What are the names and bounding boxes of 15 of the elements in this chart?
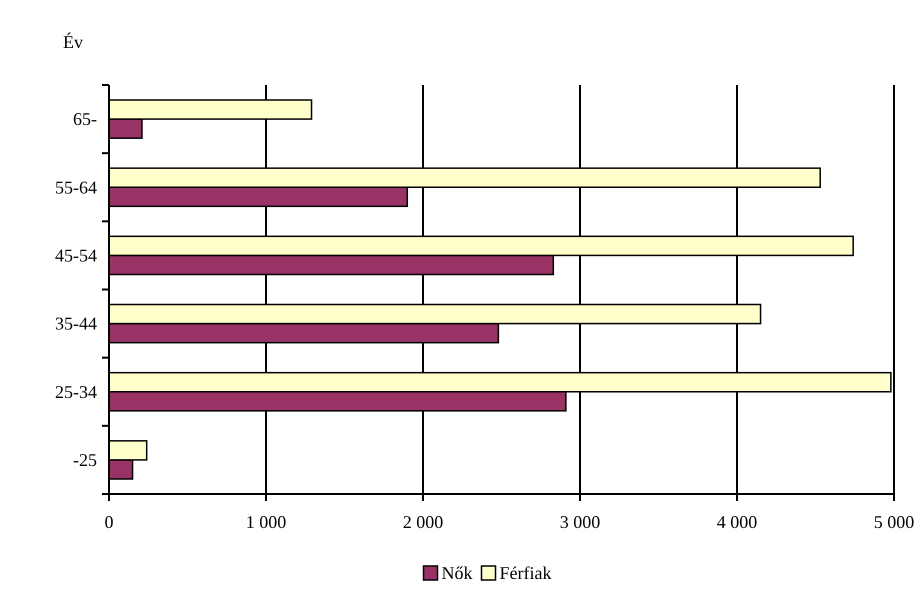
y-tick-label: 25-34 <box>55 382 97 402</box>
y-tick-label: 55-64 <box>55 177 97 198</box>
x-tick-label: 2 000 <box>402 512 444 532</box>
x-tick-label: 1 000 <box>246 512 286 532</box>
x-tick-label: 3 000 <box>560 512 600 532</box>
y-tick-label: -25 <box>73 450 97 470</box>
y-axis-title: Év <box>63 32 83 52</box>
legend-label: Nők <box>442 563 472 583</box>
legend-label: Férfiak <box>500 563 552 583</box>
x-tick-label: 5 000 <box>874 512 914 532</box>
x-tick-label: 4 000 <box>716 512 758 532</box>
y-tick-label: 45-54 <box>55 245 97 266</box>
x-tick-label: 0 <box>104 512 114 532</box>
y-tick-label: 65- <box>73 109 97 130</box>
y-tick-label: 35-44 <box>55 314 97 334</box>
